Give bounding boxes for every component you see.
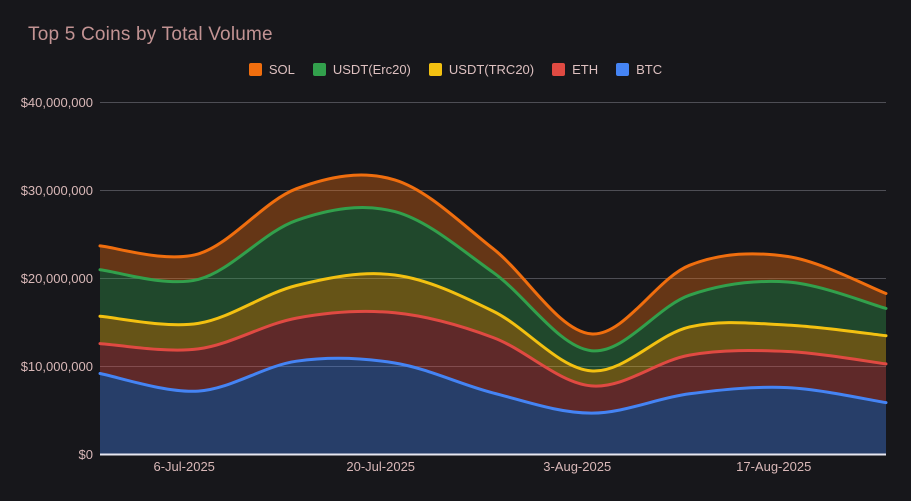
x-axis-label: 17-Aug-2025 bbox=[736, 459, 811, 474]
legend-item-usdt-trc20[interactable]: USDT(TRC20) bbox=[428, 62, 535, 77]
series-line-usdt-trc20[interactable] bbox=[98, 272, 888, 373]
legend-item-usdt-erc20[interactable]: USDT(Erc20) bbox=[312, 62, 411, 77]
series-band-usdt-trc20[interactable] bbox=[100, 273, 886, 387]
x-axis-label: 20-Jul-2025 bbox=[346, 459, 415, 474]
legend-swatch-btc bbox=[616, 63, 630, 76]
series-band-btc[interactable] bbox=[100, 358, 886, 455]
series-band-usdt-erc20[interactable] bbox=[100, 207, 886, 372]
legend-label: USDT(Erc20) bbox=[332, 62, 411, 77]
legend-item-btc[interactable]: BTC bbox=[616, 62, 662, 77]
y-axis-label: $20,000,000 bbox=[21, 271, 93, 286]
legend-label: SOL bbox=[268, 62, 295, 77]
legend-item-eth[interactable]: ETH bbox=[552, 62, 598, 77]
legend-swatch-eth bbox=[552, 63, 566, 76]
legend-item-sol[interactable]: SOL bbox=[248, 62, 295, 77]
series-line-usdt-erc20[interactable] bbox=[98, 206, 888, 353]
series-line-btc[interactable] bbox=[98, 356, 888, 415]
legend-label: ETH bbox=[572, 62, 599, 77]
legend-label: BTC bbox=[636, 62, 663, 77]
chart-title: Top 5 Coins by Total Volume bbox=[28, 24, 273, 45]
y-axis-label: $10,000,000 bbox=[21, 359, 93, 374]
y-axis-label: $40,000,000 bbox=[21, 95, 93, 110]
series-line-eth[interactable] bbox=[98, 309, 888, 388]
legend-swatch-usdt-trc20 bbox=[428, 63, 442, 76]
legend-swatch-sol bbox=[248, 63, 262, 76]
chart-legend: SOL USDT(Erc20) USDT(TRC20) ETH BTC bbox=[0, 62, 911, 77]
series-line-sol[interactable] bbox=[98, 173, 888, 336]
y-axis-label: $0 bbox=[79, 447, 93, 462]
series-band-eth[interactable] bbox=[100, 311, 886, 414]
x-axis-label: 3-Aug-2025 bbox=[543, 459, 611, 474]
x-axis-label: 6-Jul-2025 bbox=[153, 459, 214, 474]
y-axis-label: $30,000,000 bbox=[21, 183, 93, 198]
legend-label: USDT(TRC20) bbox=[448, 62, 535, 77]
legend-swatch-usdt-erc20 bbox=[312, 63, 326, 76]
